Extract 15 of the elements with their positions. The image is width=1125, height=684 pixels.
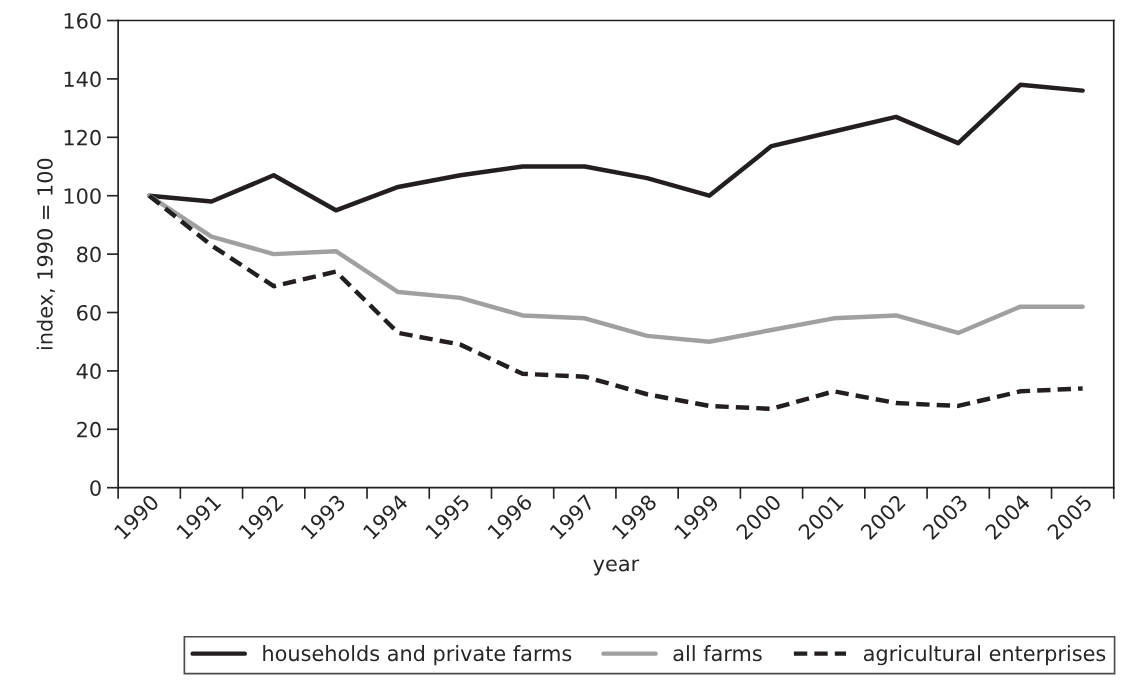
legend-label: agricultural enterprises xyxy=(863,645,1106,666)
y-tick-label: 80 xyxy=(77,246,101,263)
y-tick-label: 40 xyxy=(76,363,101,380)
y-tick-label: 160 xyxy=(64,12,101,29)
legend-label: households and private farms xyxy=(263,645,572,666)
y-tick-label: 100 xyxy=(64,188,101,204)
y-tick-label: 140 xyxy=(64,71,101,88)
y-tick-label: 20 xyxy=(77,421,101,438)
y-axis-title: index, 1990 = 100 xyxy=(36,158,55,350)
legend-label: all farms xyxy=(673,645,762,662)
y-tick-label: 60 xyxy=(77,304,101,321)
x-axis-title: year xyxy=(593,559,640,576)
line-series xyxy=(147,193,1085,344)
y-tick-label: 0 xyxy=(90,480,101,496)
y-tick-label: 120 xyxy=(64,129,101,146)
